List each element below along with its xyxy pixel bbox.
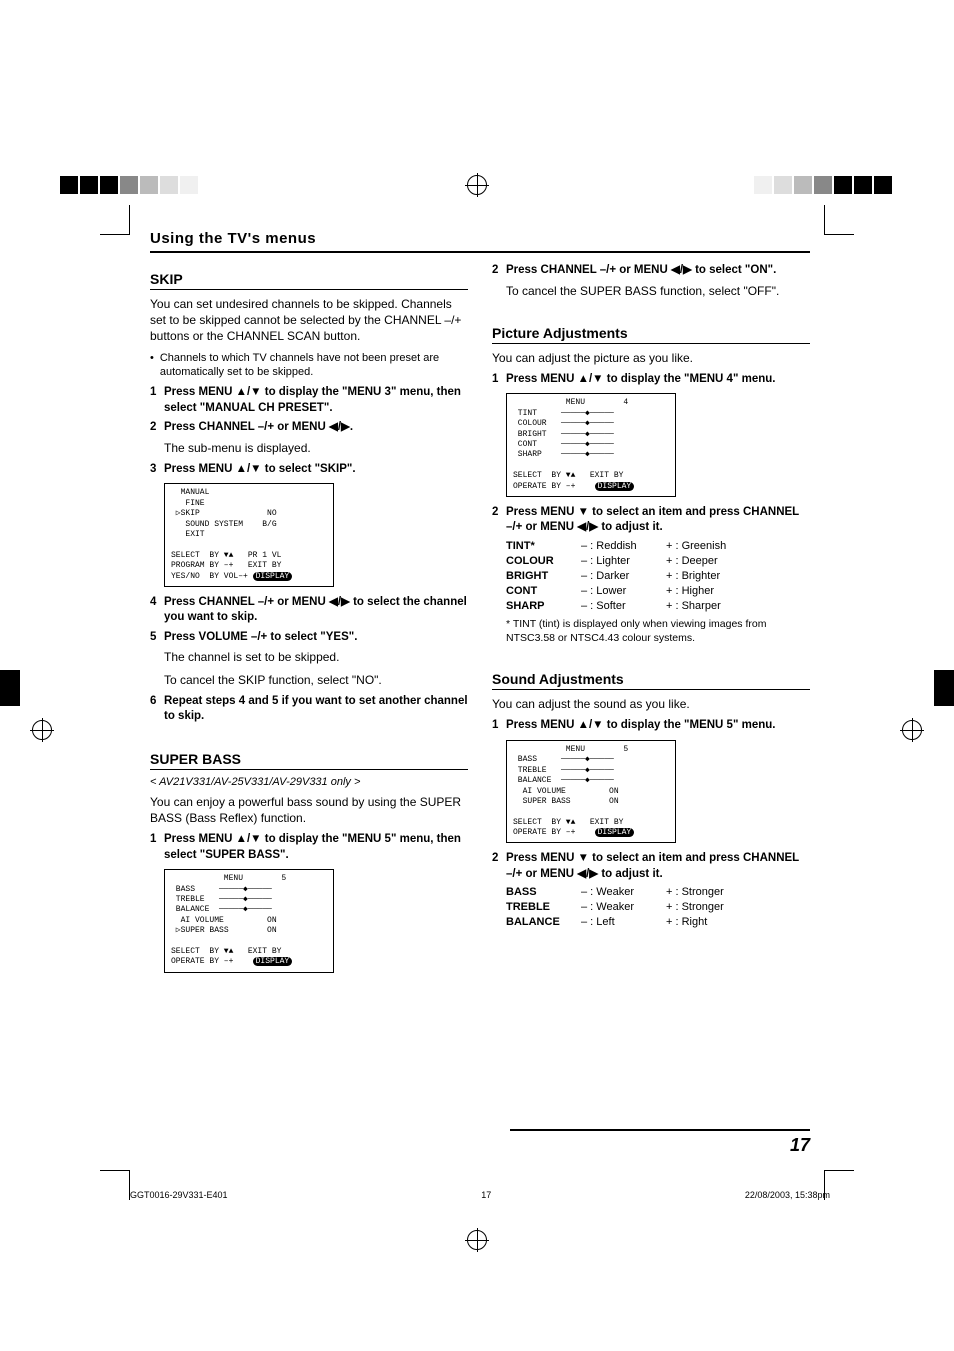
footer-page: 17 — [481, 1190, 491, 1200]
page-number-rule: 17 — [510, 1129, 810, 1156]
picture-heading: Picture Adjustments — [492, 325, 810, 341]
left-column: SKIP You can set undesired channels to b… — [150, 263, 468, 981]
picture-osd: MENU 4 TINT ─────◆───── COLOUR ─────◆───… — [506, 393, 676, 497]
side-mark-left — [0, 670, 20, 706]
sound-adj-table: BASS– : Weaker+ : Stronger TREBLE– : Wea… — [506, 886, 810, 928]
skip-step-3: 3Press MENU ▲/▼ to select "SKIP". — [150, 462, 468, 478]
footer-registration-mark — [467, 1230, 487, 1250]
picture-step-1: 1Press MENU ▲/▼ to display the "MENU 4" … — [492, 372, 810, 388]
footer-doc-id: GGT0016-29V331-E401 — [130, 1190, 228, 1200]
section-heading: Using the TV's menus — [150, 230, 316, 247]
skip-step-4: 4Press CHANNEL –/+ or MENU ◀/▶ to select… — [150, 595, 468, 626]
skip-step-5-body1: The channel is set to be skipped. — [164, 649, 468, 665]
skip-heading: SKIP — [150, 271, 468, 287]
picture-intro: You can adjust the picture as you like. — [492, 350, 810, 366]
skip-step-1: 1Press MENU ▲/▼ to display the "MENU 3" … — [150, 385, 468, 416]
table-row: BALANCE– : Left+ : Right — [506, 916, 810, 928]
skip-bullet: • Channels to which TV channels have not… — [150, 351, 468, 380]
crop-mark — [824, 205, 854, 235]
page-number: 17 — [790, 1135, 810, 1155]
superbass-step-2-body: To cancel the SUPER BASS function, selec… — [506, 283, 810, 299]
superbass-osd: MENU 5 BASS ─────◆───── TREBLE ─────◆───… — [164, 869, 334, 973]
page-content: Using the TV's menus SKIP You can set un… — [150, 230, 810, 981]
sound-intro: You can adjust the sound as you like. — [492, 696, 810, 712]
table-row: TREBLE– : Weaker+ : Stronger — [506, 901, 810, 913]
superbass-step-1: 1Press MENU ▲/▼ to display the "MENU 5" … — [150, 832, 468, 863]
table-row: TINT*– : Reddish+ : Greenish — [506, 540, 810, 552]
footer-timestamp: 22/08/2003, 15:38pm — [745, 1190, 830, 1200]
skip-step-6: 6Repeat steps 4 and 5 if you want to set… — [150, 694, 468, 725]
sound-step-1: 1Press MENU ▲/▼ to display the "MENU 5" … — [492, 718, 810, 734]
skip-step-5-body2: To cancel the SKIP function, select "NO"… — [164, 672, 468, 688]
superbass-intro: You can enjoy a powerful bass sound by u… — [150, 794, 468, 826]
table-row: CONT– : Lower+ : Higher — [506, 585, 810, 597]
picture-adj-table: TINT*– : Reddish+ : Greenish COLOUR– : L… — [506, 540, 810, 612]
table-row: COLOUR– : Lighter+ : Deeper — [506, 555, 810, 567]
picture-footnote: * TINT (tint) is displayed only when vie… — [506, 618, 810, 645]
crop-mark — [100, 205, 130, 235]
registration-marks-top — [0, 170, 954, 200]
skip-step-2-body: The sub-menu is displayed. — [164, 440, 468, 456]
superbass-heading: SUPER BASS — [150, 751, 468, 767]
side-reg-right — [902, 720, 922, 740]
side-mark-right — [934, 670, 954, 706]
section-heading-bar: Using the TV's menus — [150, 230, 810, 253]
skip-intro: You can set undesired channels to be ski… — [150, 296, 468, 345]
skip-step-5: 5Press VOLUME –/+ to select "YES". — [150, 630, 468, 646]
skip-osd: MANUAL FINE ▷SKIP NO SOUND SYSTEM B/G EX… — [164, 483, 334, 587]
picture-step-2: 2Press MENU ▼ to select an item and pres… — [492, 505, 810, 536]
table-row: SHARP– : Softer+ : Sharper — [506, 600, 810, 612]
sound-heading: Sound Adjustments — [492, 671, 810, 687]
skip-step-2: 2Press CHANNEL –/+ or MENU ◀/▶. — [150, 420, 468, 436]
sound-step-2: 2Press MENU ▼ to select an item and pres… — [492, 851, 810, 882]
right-column: 2Press CHANNEL –/+ or MENU ◀/▶ to select… — [492, 263, 810, 981]
superbass-models: < AV21V331/AV-25V331/AV-29V331 only > — [150, 776, 468, 788]
sound-osd: MENU 5 BASS ─────◆───── TREBLE ─────◆───… — [506, 740, 676, 844]
table-row: BRIGHT– : Darker+ : Brighter — [506, 570, 810, 582]
side-reg-left — [32, 720, 52, 740]
crop-mark — [100, 1170, 130, 1200]
superbass-step-2: 2Press CHANNEL –/+ or MENU ◀/▶ to select… — [492, 263, 810, 279]
table-row: BASS– : Weaker+ : Stronger — [506, 886, 810, 898]
footer: GGT0016-29V331-E401 17 22/08/2003, 15:38… — [130, 1190, 830, 1200]
